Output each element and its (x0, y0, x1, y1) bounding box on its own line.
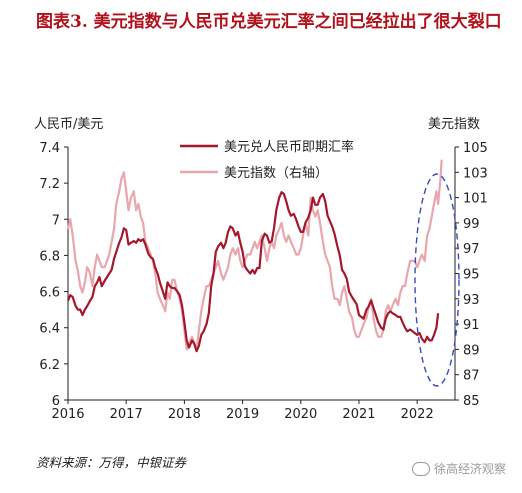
right-tick-label: 85 (463, 394, 480, 409)
left-tick-label: 6.8 (39, 249, 60, 264)
left-tick-label: 6 (52, 394, 60, 409)
wechat-icon (411, 461, 430, 476)
right-tick-label: 105 (463, 141, 488, 156)
highlight-ellipse (414, 173, 460, 387)
right-tick-label: 95 (463, 268, 480, 283)
left-tick-label: 6.4 (39, 322, 60, 337)
left-axis-label: 人民币/美元 (34, 117, 103, 132)
x-tick-label: 2020 (284, 407, 317, 422)
watermark-text: 徐高经济观察 (433, 462, 506, 476)
left-axis-ticks: 6 6.2 6.4 6.6 6.8 7 7.2 7.4 (39, 141, 68, 409)
x-tick-label: 2016 (51, 407, 84, 422)
right-tick-label: 97 (463, 242, 480, 257)
right-axis-ticks: 85 87 89 91 93 95 97 99 101 103 105 (455, 141, 488, 409)
left-tick-label: 6.6 (39, 286, 60, 301)
watermark: 徐高经济观察 (411, 460, 506, 477)
legend-label-dxy: 美元指数（右轴） (224, 166, 328, 181)
series-line-cny (66, 191, 440, 353)
right-tick-label: 103 (463, 166, 488, 181)
right-tick-label: 99 (463, 217, 480, 232)
series-layer (66, 159, 443, 353)
chart-title: 图表3. 美元指数与人民币兑美元汇率之间已经拉出了很大裂口 (36, 12, 502, 32)
left-tick-label: 6.2 (39, 358, 60, 373)
legend-label-cny: 美元兑人民币即期汇率 (224, 139, 354, 155)
left-tick-label: 7.4 (39, 141, 60, 156)
x-axis-ticks: 2016 2017 2018 2019 2020 2021 2022 (51, 400, 434, 422)
right-tick-label: 87 (463, 369, 480, 384)
x-tick-label: 2021 (342, 407, 375, 422)
x-tick-label: 2017 (110, 407, 143, 422)
right-tick-label: 101 (463, 192, 488, 207)
right-tick-label: 93 (463, 293, 480, 308)
right-axis-label: 美元指数 (428, 117, 480, 132)
source-note: 资料来源：万得，中银证券 (36, 455, 187, 470)
x-tick-label: 2022 (401, 407, 434, 422)
x-tick-label: 2018 (168, 407, 201, 422)
right-tick-label: 89 (463, 343, 480, 358)
legend: 美元兑人民币即期汇率 美元指数（右轴） (180, 139, 354, 181)
left-tick-label: 7 (52, 213, 60, 228)
left-tick-label: 7.2 (39, 177, 60, 192)
x-tick-label: 2019 (226, 407, 259, 422)
right-tick-label: 91 (463, 318, 480, 333)
